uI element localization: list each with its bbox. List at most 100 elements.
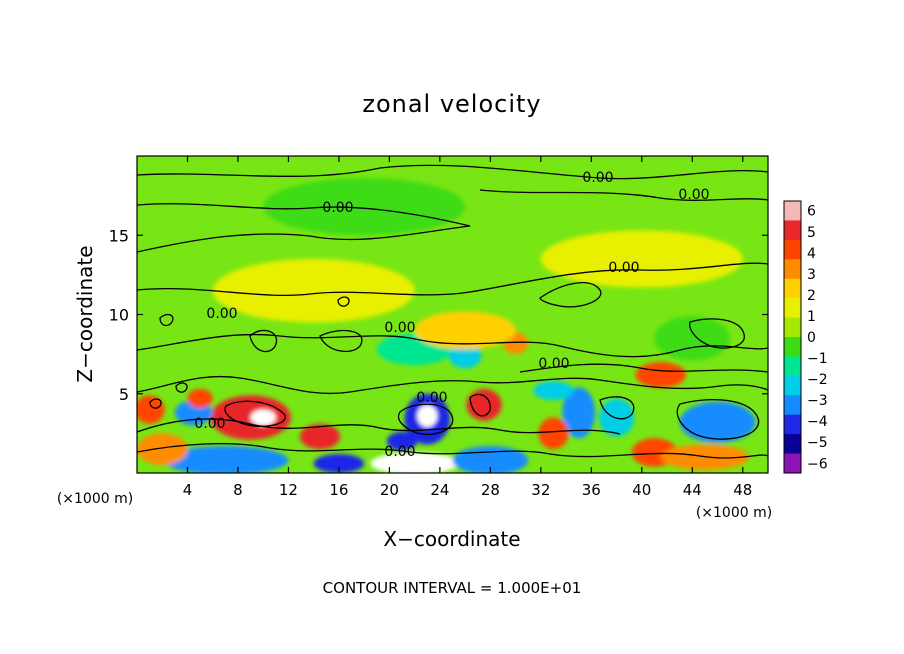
x-tick-label: 8 xyxy=(233,481,243,499)
contour-interval-note: CONTOUR INTERVAL = 1.000E+01 xyxy=(323,579,582,597)
colorbar-swatch xyxy=(784,201,801,221)
contour-line xyxy=(688,318,745,349)
contour-label: 0.00 xyxy=(582,170,613,186)
x-tick-label: 36 xyxy=(582,481,601,499)
field-blob xyxy=(210,395,291,440)
contour-line xyxy=(319,329,363,353)
contour-line xyxy=(249,329,278,353)
x-tick-label: 12 xyxy=(279,481,298,499)
contour-line xyxy=(175,382,188,393)
x-unit-right: (×1000 m) xyxy=(696,505,772,521)
field-blob xyxy=(562,387,596,439)
field-blob xyxy=(299,423,341,450)
colorbar-swatch xyxy=(784,395,801,416)
colorbar-tick-label: 5 xyxy=(807,225,816,241)
contour-line xyxy=(137,262,768,297)
colorbar-swatch xyxy=(784,278,801,299)
y-axis: 5 10 15 xyxy=(109,226,768,404)
field-blob xyxy=(370,452,459,473)
colorbar-tick-label: 6 xyxy=(807,204,816,220)
colorbar: 6 5 4 3 2 1 0 −1 −2 −3 −4 −5 −6 xyxy=(783,200,828,474)
contour-label: 0.00 xyxy=(194,416,225,432)
field-blob xyxy=(414,311,516,350)
contour-line xyxy=(469,393,491,417)
contour-line xyxy=(224,400,286,428)
colorbar-tick-label: −2 xyxy=(807,372,828,388)
contour-line xyxy=(397,403,454,436)
contour-line xyxy=(539,282,602,308)
field-blob xyxy=(635,362,686,388)
field-blob xyxy=(654,316,731,361)
contour-label: 0.00 xyxy=(384,444,415,460)
y-tick-label: 5 xyxy=(119,385,129,404)
colorbar-swatch xyxy=(784,317,801,338)
field-blob xyxy=(313,453,365,473)
colorbar-frame xyxy=(783,200,802,474)
contour-line xyxy=(137,333,768,358)
colorbar-tick-label: −6 xyxy=(807,456,828,472)
colorbar-swatch xyxy=(784,375,801,396)
contour-label: 0.00 xyxy=(206,306,237,322)
contour-line xyxy=(599,396,635,420)
contour-label: 0.00 xyxy=(384,320,415,336)
field-blob xyxy=(679,401,756,443)
field-blob xyxy=(533,381,574,401)
contour-label: 0.00 xyxy=(322,200,353,216)
velocity-field: 0.00 0.00 0.00 0.00 0.00 0.00 0.00 0.00 … xyxy=(137,156,768,473)
contour-line xyxy=(676,399,760,440)
contour-line xyxy=(149,398,162,409)
field-blob xyxy=(417,404,438,428)
colorbar-tick-label: −3 xyxy=(807,393,828,409)
colorbar-tick-label: 3 xyxy=(807,267,816,283)
colorbar-swatch xyxy=(784,220,801,241)
field-blob xyxy=(137,395,165,424)
colorbar-swatch xyxy=(784,298,801,319)
colorbar-tick-label: −1 xyxy=(807,351,828,367)
x-tick-label: 44 xyxy=(683,481,702,499)
x-tick-label: 48 xyxy=(733,481,752,499)
field-blob xyxy=(162,446,289,473)
contour-line xyxy=(137,418,621,435)
field-blob xyxy=(448,343,482,369)
contour-line xyxy=(479,189,768,201)
colorbar-swatch xyxy=(784,259,801,280)
field-blob xyxy=(187,388,213,409)
field-blob xyxy=(250,409,276,426)
colorbar-tick-label: 0 xyxy=(807,330,816,346)
field-blob xyxy=(137,433,188,466)
contour-label: 0.00 xyxy=(538,356,569,372)
contour-line xyxy=(137,375,768,395)
x-tick-label: 28 xyxy=(481,481,500,499)
x-unit-left: (×1000 m) xyxy=(57,491,133,507)
colorbar-swatch xyxy=(784,434,801,455)
x-tick-label: 20 xyxy=(380,481,399,499)
colorbar-tick-label: −4 xyxy=(807,414,828,430)
contour-line xyxy=(137,203,471,253)
contour-line xyxy=(519,363,768,373)
x-tick-label: 32 xyxy=(531,481,550,499)
colorbar-swatch xyxy=(784,453,801,474)
chart-title: zonal velocity xyxy=(362,90,541,118)
contour-label: 0.00 xyxy=(678,187,709,203)
x-tick-label: 4 xyxy=(183,481,193,499)
contour-line xyxy=(337,296,350,307)
colorbar-tick-label: 2 xyxy=(807,288,816,304)
field-blob xyxy=(212,259,415,323)
x-axis-label: X−coordinate xyxy=(383,527,520,551)
colorbar-swatch xyxy=(784,356,801,377)
field-blob xyxy=(263,178,466,236)
colorbar-swatch xyxy=(784,337,801,357)
contour-line xyxy=(159,313,174,327)
contour-label: 0.00 xyxy=(608,260,639,276)
contour-line xyxy=(137,443,768,459)
y-tick-label: 10 xyxy=(109,306,129,325)
colorbar-swatch xyxy=(784,414,801,435)
field-blob xyxy=(386,431,418,451)
contour-label: 0.00 xyxy=(416,390,447,406)
x-tick-label: 24 xyxy=(430,481,449,499)
field-blob xyxy=(538,417,569,450)
field-blob xyxy=(540,230,743,288)
colorbar-tick-label: 4 xyxy=(807,246,816,262)
y-tick-label: 15 xyxy=(109,226,129,245)
